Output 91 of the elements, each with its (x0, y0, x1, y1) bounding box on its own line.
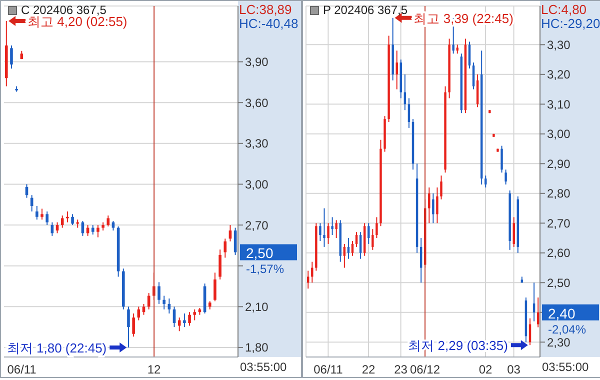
candlestick (224, 238, 227, 258)
text: -1,57% (246, 262, 284, 276)
x-tick-label: 03 (507, 362, 521, 377)
candlestick (532, 282, 536, 322)
candlestick (472, 62, 475, 90)
candlestick (96, 224, 100, 238)
y-tick-label: 3,90 (245, 55, 269, 70)
candlestick (351, 240, 354, 256)
candlestick (60, 215, 64, 228)
y-tick-label: 2,70 (245, 218, 269, 232)
candlestick (468, 41, 471, 69)
y-tick-label: 3,00 (245, 177, 269, 192)
y-tick-label: 3,10 (547, 97, 571, 112)
candlestick (372, 228, 374, 250)
candlestick (71, 214, 74, 226)
x-tick-label: 12 (147, 362, 162, 377)
candlestick (142, 303, 146, 316)
candlestick (319, 222, 322, 242)
text: 2,40 (548, 305, 576, 322)
candlestick (368, 222, 370, 244)
candlestick (327, 222, 330, 244)
annotation: 최저 1,80 (22:45) (6, 340, 107, 356)
candlestick (168, 298, 171, 314)
y-tick-label: 2,80 (547, 186, 571, 201)
x-tick-label: 22 (362, 362, 376, 377)
candlestick (408, 98, 410, 128)
y-tick-label: 3,20 (547, 68, 571, 82)
candlestick (307, 270, 310, 290)
x-tick-label: 06/12 (410, 362, 440, 377)
y-tick-label: 2,70 (547, 216, 571, 230)
candlestick (347, 238, 350, 260)
candlestick (112, 220, 115, 231)
candlestick (536, 297, 540, 328)
y-tick-label: 3,60 (245, 96, 269, 110)
y-tick-label: 2,50 (547, 276, 571, 290)
candlestick (178, 317, 181, 332)
text: HC:-29,20 (541, 16, 600, 31)
candlestick (188, 312, 191, 326)
candlestick (355, 232, 358, 248)
text: -2,04% (548, 322, 586, 336)
chart-title: P 202406 367,5 (323, 3, 408, 17)
candlestick (440, 175, 442, 200)
candlestick (56, 222, 59, 234)
y-tick-label: 2,90 (547, 156, 571, 171)
candlestick (36, 205, 38, 220)
y-tick-label: 1,80 (245, 340, 269, 355)
y-tick-label: 2,30 (547, 335, 571, 350)
x-tick-label: 06/11 (314, 362, 344, 377)
candlestick (500, 145, 503, 174)
candlestick (512, 216, 515, 248)
candlestick (432, 192, 434, 224)
candlestick (46, 210, 48, 226)
y-tick-label: 3,30 (245, 136, 269, 151)
y-tick-label: 2,10 (245, 300, 269, 314)
candlestick (162, 295, 166, 310)
candlestick (214, 272, 216, 302)
y-tick-label: 3,00 (547, 127, 571, 142)
x-tick-label: 02 (478, 362, 493, 377)
candlestick (91, 224, 94, 236)
text: LC:4,80 (541, 2, 587, 17)
candlestick (484, 175, 487, 188)
candlestick (40, 208, 44, 220)
text: 03:55:00 (542, 360, 589, 374)
candlestick (343, 243, 346, 268)
text: LC:38,89 (239, 2, 292, 17)
candlestick (183, 312, 186, 328)
candlestick (436, 186, 438, 224)
candlestick (218, 249, 222, 280)
candlestick (428, 186, 430, 224)
candlestick (359, 232, 362, 260)
y-tick-label: 2,60 (547, 246, 571, 260)
candlestick (376, 216, 378, 239)
text: HC:-40,48 (239, 16, 298, 31)
candlestick (323, 208, 326, 248)
candlestick (106, 215, 110, 227)
candlestick (420, 238, 422, 284)
x-tick-label: 06/11 (7, 362, 37, 377)
chart-title: C 202406 367,5 (21, 3, 106, 17)
candlestick (335, 220, 338, 239)
candlestick (311, 261, 314, 284)
candlestick (193, 308, 196, 321)
candlestick (158, 282, 160, 304)
candlestick (127, 306, 130, 348)
y-tick-label: 3,30 (547, 38, 571, 52)
candlestick (504, 169, 507, 185)
candlestick (331, 216, 334, 236)
candlestick (10, 44, 13, 70)
candlestick (396, 50, 398, 90)
candlestick (132, 312, 135, 338)
text: 03:55:00 (240, 360, 287, 374)
x-tick-label: 23 (394, 362, 408, 377)
